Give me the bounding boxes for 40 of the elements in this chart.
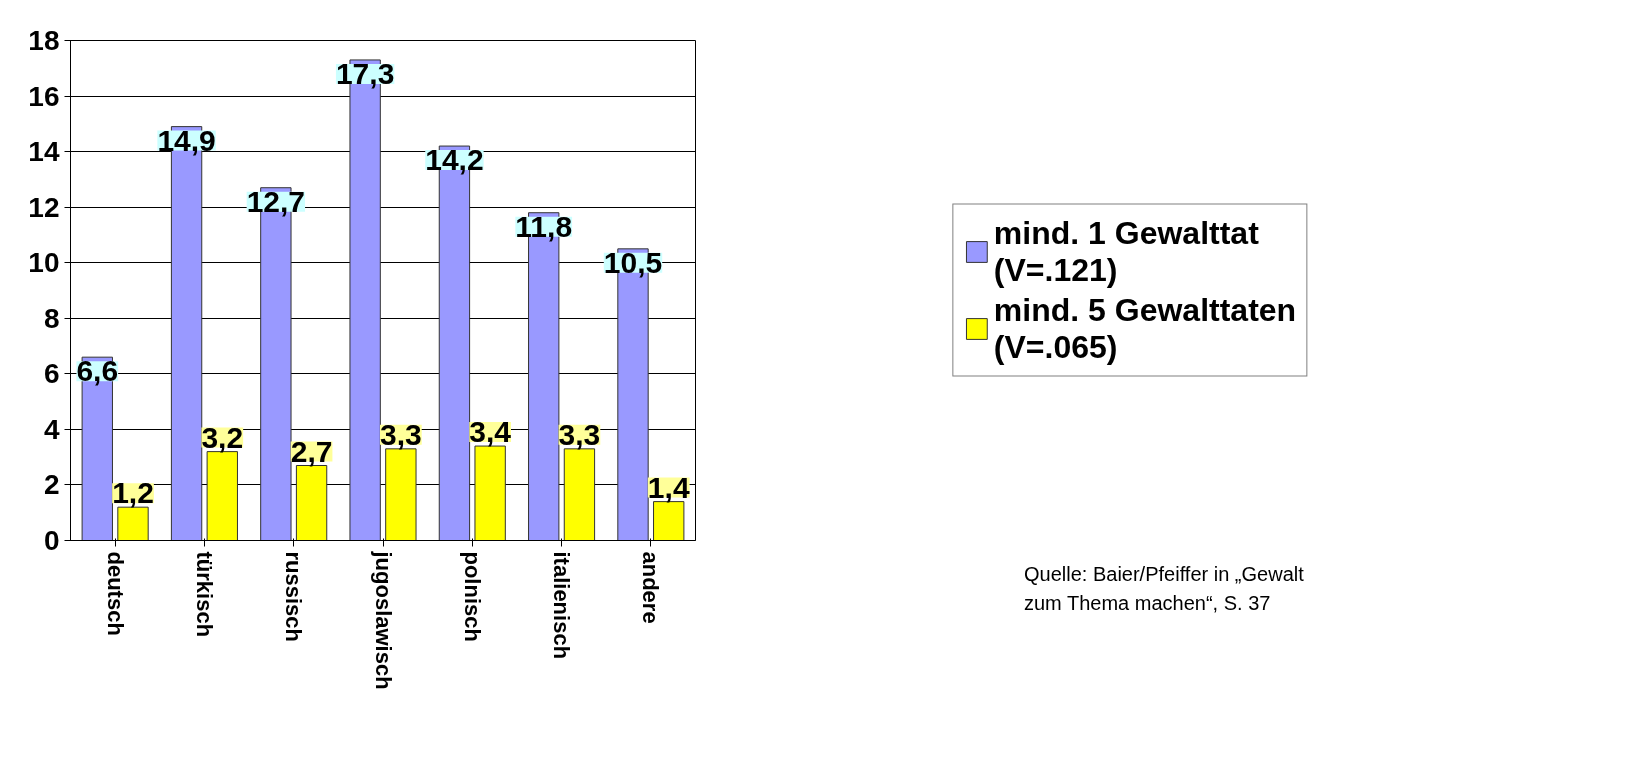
bar: [653, 501, 685, 541]
bar: [206, 451, 238, 541]
data-label: 3,3: [380, 417, 422, 451]
data-label: 1,2: [112, 476, 154, 510]
source-note: Quelle: Baier/Pfeiffer in „Gewalt zum Thema machen“, S. 37: [1024, 562, 1304, 616]
data-label: 10,5: [603, 245, 663, 279]
y-tick-label: 0: [43, 525, 60, 556]
x-tick-label: polnisch: [459, 551, 485, 642]
legend-label: mind. 1 Gewalttat (V=.121): [993, 214, 1259, 289]
y-tick-label: 18: [28, 25, 60, 56]
data-label: 14,9: [157, 123, 216, 157]
y-tick-label: 4: [43, 413, 60, 445]
data-label: 17,3: [335, 56, 395, 90]
data-label: 2,7: [290, 434, 333, 468]
data-label: 1,4: [647, 470, 690, 504]
data-label: 3,4: [469, 415, 512, 449]
x-tick-label: russisch: [281, 551, 307, 642]
data-label: 6,6: [76, 354, 119, 388]
x-tick-label: deutsch: [102, 551, 128, 636]
y-tick-label: 16: [28, 80, 60, 112]
y-tick-label: 14: [28, 136, 60, 168]
data-label: 12,7: [246, 184, 306, 218]
bar: [295, 465, 328, 541]
bar: [385, 448, 417, 541]
y-tick-label: 8: [43, 302, 60, 334]
y-tick-label: 10: [28, 247, 60, 279]
data-label: 14,2: [425, 143, 484, 177]
y-tick-label: 12: [28, 191, 60, 223]
x-tick-label: andere: [638, 551, 664, 624]
data-label: 3,3: [558, 417, 601, 451]
x-tick-label: türkisch: [191, 551, 217, 638]
x-tick-label: jugoslawisch: [370, 550, 396, 690]
y-tick-label: 2: [43, 469, 60, 501]
y-tick-label: 6: [43, 358, 60, 390]
bar: [563, 448, 596, 541]
legend-label: mind. 5 Gewalttaten (V=.065): [993, 291, 1297, 366]
data-label: 11,8: [515, 209, 573, 243]
bar: [474, 445, 506, 541]
x-tick-label: italienisch: [549, 551, 575, 660]
data-label: 3,2: [201, 420, 244, 454]
